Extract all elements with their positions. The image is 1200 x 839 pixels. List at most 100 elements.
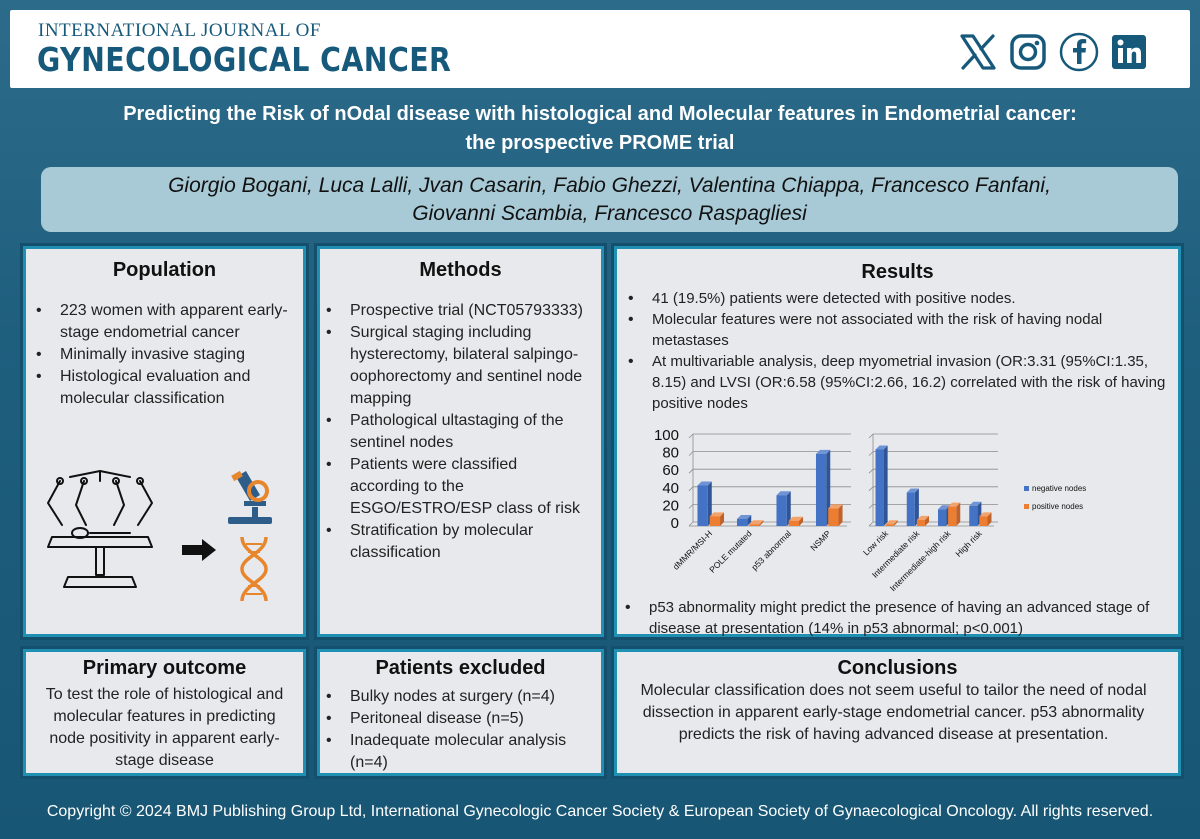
bar-side xyxy=(799,516,804,526)
excluded-item: Peritoneal disease (n=5) xyxy=(326,708,587,730)
legend-label: positive nodes xyxy=(1032,502,1083,511)
authors-line-1: Giorgio Bogani, Luca Lalli, Jvan Casarin… xyxy=(168,174,1051,197)
methods-item: Pathological ultastaging of the sentinel… xyxy=(326,410,587,454)
excluded-item: Inadequate molecular analysis (n=4) xyxy=(326,730,587,774)
gridline-depth xyxy=(868,504,874,509)
poster-title: Predicting the Risk of nOdal disease wit… xyxy=(0,100,1200,158)
gridline-depth xyxy=(868,486,874,492)
methods-item: Prospective trial (NCT05793333) xyxy=(326,300,587,322)
journal-header: INTERNATIONAL JOURNAL OF GYNECOLOGICAL C… xyxy=(10,10,1190,88)
bar-top xyxy=(948,502,961,507)
conclusions-heading: Conclusions xyxy=(837,657,958,679)
gridline-depth xyxy=(688,451,694,456)
robot-surgery-icon xyxy=(47,470,216,588)
gridline-depth xyxy=(688,433,694,439)
bar-top xyxy=(736,514,752,519)
primary-outcome-heading: Primary outcome xyxy=(82,657,247,679)
bar-top xyxy=(875,445,888,450)
x-category-label: Intermediate-high risk xyxy=(888,528,953,593)
instagram-icon[interactable] xyxy=(1008,32,1048,72)
bar-top xyxy=(815,449,831,454)
methods-item: Patients were classified according to th… xyxy=(326,454,587,520)
gridline-depth xyxy=(688,504,694,509)
bar-negative-nodes xyxy=(697,485,708,526)
y-tick-label: 20 xyxy=(662,497,679,514)
conclusions-text: Molecular classification does not seem u… xyxy=(640,682,1147,743)
y-tick-label: 60 xyxy=(662,462,679,479)
bar-positive-nodes xyxy=(709,516,721,526)
population-item: 223 women with apparent early-stage endo… xyxy=(36,300,291,344)
y-tick-label: 0 xyxy=(671,515,679,532)
excluded-item: Bulky nodes at surgery (n=4) xyxy=(326,686,587,708)
y-tick-label: 80 xyxy=(662,445,679,462)
bar-side xyxy=(956,502,961,526)
results-item: 41 (19.5%) patients were detected with p… xyxy=(628,288,1166,309)
methods-heading: Methods xyxy=(419,259,502,281)
gridline-depth xyxy=(688,521,694,527)
authors-line-2: Giovanni Scambia, Francesco Raspagliesi xyxy=(412,202,807,225)
gridline-depth xyxy=(688,468,694,474)
authors-box: Giorgio Bogani, Luca Lalli, Jvan Casarin… xyxy=(41,167,1178,232)
x-category-label: dMMR/MSI-H xyxy=(671,528,714,571)
bar-top xyxy=(979,512,992,517)
x-category-label: NSMP xyxy=(808,528,833,553)
bar-negative-nodes xyxy=(906,492,915,526)
journal-name-main: GYNECOLOGICAL CANCER xyxy=(37,40,452,79)
bar-positive-nodes xyxy=(916,519,925,526)
bar-side xyxy=(914,488,919,526)
bar-positive-nodes xyxy=(828,508,839,526)
dna-icon xyxy=(240,536,268,602)
bar-negative-nodes xyxy=(938,509,947,526)
gridline-depth xyxy=(688,486,694,492)
conclusions-panel: Conclusions Molecular classification doe… xyxy=(611,646,1184,779)
bar-side xyxy=(987,512,992,526)
bar-top xyxy=(697,481,712,486)
bar-side xyxy=(883,445,888,526)
gridline-depth xyxy=(868,468,874,474)
results-item: Molecular features were not associated w… xyxy=(628,309,1166,351)
journal-name-top: INTERNATIONAL JOURNAL OF xyxy=(38,20,321,41)
bar-negative-nodes xyxy=(776,495,787,526)
bar-negative-nodes xyxy=(969,505,978,526)
x-category-label: POLE mutated xyxy=(707,528,754,575)
x-icon[interactable] xyxy=(958,32,998,72)
bar-negative-nodes xyxy=(875,449,884,526)
gridline-depth xyxy=(868,521,874,527)
legend-label: negative nodes xyxy=(1032,484,1086,493)
bar-side xyxy=(720,512,725,526)
bar-top xyxy=(828,504,843,509)
results-panel: Results 41 (19.5%) patients were detecte… xyxy=(611,243,1184,640)
bar-side xyxy=(826,449,831,526)
title-line-1: Predicting the Risk of nOdal disease wit… xyxy=(123,103,1077,125)
bar-side xyxy=(786,491,791,526)
facebook-icon[interactable] xyxy=(1059,32,1099,72)
population-heading: Population xyxy=(112,259,217,281)
patients-excluded-panel: Patients excluded Bulky nodes at surgery… xyxy=(314,646,607,779)
microscope-icon xyxy=(228,470,272,524)
bar-positive-nodes xyxy=(749,524,760,526)
x-category-label: p53 abnormal xyxy=(749,528,793,572)
bar-positive-nodes xyxy=(979,516,988,526)
population-panel: Population 223 women with apparent early… xyxy=(20,243,309,640)
patients-excluded-heading: Patients excluded xyxy=(375,657,546,679)
methods-panel: Methods Prospective trial (NCT05793333) … xyxy=(314,243,607,640)
y-tick-label: 100 xyxy=(654,427,679,444)
y-tick-label: 40 xyxy=(662,480,679,497)
bar-top xyxy=(776,491,791,496)
legend-swatch xyxy=(1024,486,1029,491)
title-line-2: the prospective PROME trial xyxy=(465,132,735,154)
bar-positive-nodes xyxy=(885,524,894,526)
gridline-depth xyxy=(868,433,874,439)
legend-swatch xyxy=(1024,504,1029,509)
bar-negative-nodes xyxy=(815,453,827,526)
bar-top xyxy=(938,505,951,510)
methods-item: Stratification by molecular classificati… xyxy=(326,520,587,564)
bar-side xyxy=(759,520,764,526)
bar-top xyxy=(749,520,764,525)
bar-side xyxy=(707,481,712,526)
arrow-icon xyxy=(182,539,216,561)
linkedin-icon[interactable] xyxy=(1109,32,1149,72)
population-item: Histological evaluation and molecular cl… xyxy=(36,366,291,410)
bar-top xyxy=(788,516,804,521)
